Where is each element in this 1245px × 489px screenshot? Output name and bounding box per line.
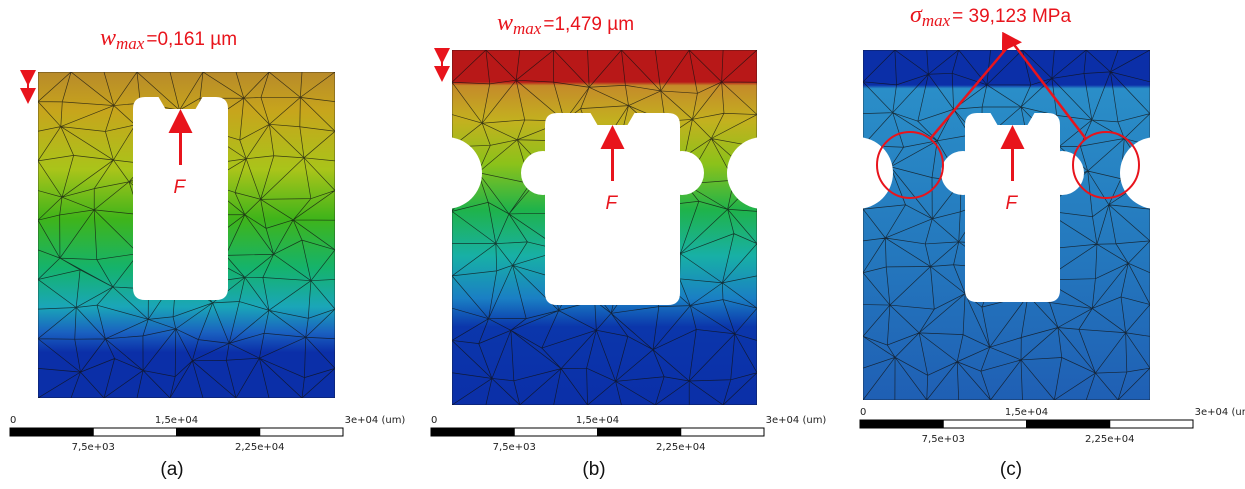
scale-label: 3e+04 (um)	[345, 415, 406, 426]
force-label: F	[174, 177, 187, 198]
force-label: F	[606, 193, 619, 214]
panel-label: (c)	[1000, 459, 1022, 480]
figure: Fwmax=0,161 µm01,5e+043e+04 (um)7,5e+032…	[0, 0, 1245, 489]
scale-segment	[10, 428, 93, 436]
scale-label: 0	[10, 415, 16, 426]
annotation: σmax= 39,123 MPa	[910, 2, 1071, 30]
scale-segment	[514, 428, 597, 436]
annotation-subscript: max	[922, 11, 951, 30]
scale-label: 1,5e+04	[1005, 407, 1048, 418]
scale-label: 0	[431, 415, 437, 426]
scale-segment	[1027, 420, 1110, 428]
scale-segment	[93, 428, 176, 436]
body	[821, 50, 1192, 400]
cut	[1040, 151, 1084, 195]
side-cut	[410, 137, 482, 209]
cut	[660, 151, 704, 195]
annotation: wmax=0,161 µm	[100, 25, 237, 53]
side-cut	[1120, 137, 1192, 209]
annotation-value: =0,161 µm	[146, 29, 237, 50]
scale-label: 7,5e+03	[493, 442, 536, 453]
annotation-subscript: max	[116, 34, 145, 53]
force-label: F	[1006, 193, 1019, 214]
scale-label: 7,5e+03	[922, 434, 965, 445]
scale-label: 1,5e+04	[576, 415, 619, 426]
scale-label: 3e+04 (um)	[766, 415, 827, 426]
scale-label: 2,25e+04	[656, 442, 706, 453]
scale-label: 2,25e+04	[235, 442, 285, 453]
scale-segment	[1110, 420, 1193, 428]
scale-segment	[431, 428, 514, 436]
scale-segment	[177, 428, 260, 436]
annotation-value: = 39,123 MPa	[952, 6, 1071, 27]
scale-segment	[260, 428, 343, 436]
scale-label: 3e+04 (um)	[1195, 407, 1245, 418]
scale-segment	[943, 420, 1026, 428]
scale-segment	[598, 428, 681, 436]
scale-segment	[860, 420, 943, 428]
body	[38, 72, 335, 398]
annotation-value: =1,479 µm	[543, 14, 634, 35]
panel-label: (b)	[582, 459, 605, 480]
annotation-symbol: w	[100, 25, 116, 51]
side-cut	[727, 137, 799, 209]
scale-label: 2,25e+04	[1085, 434, 1135, 445]
annotation-symbol: w	[497, 10, 513, 36]
scale-segment	[681, 428, 764, 436]
annotation-subscript: max	[513, 19, 542, 38]
scale-label: 7,5e+03	[72, 442, 115, 453]
panel-label: (a)	[160, 459, 183, 480]
scale-label: 1,5e+04	[155, 415, 198, 426]
body	[410, 50, 799, 405]
cut	[521, 151, 565, 195]
annotation: wmax=1,479 µm	[497, 10, 634, 38]
cut	[941, 151, 985, 195]
scale-label: 0	[860, 407, 866, 418]
